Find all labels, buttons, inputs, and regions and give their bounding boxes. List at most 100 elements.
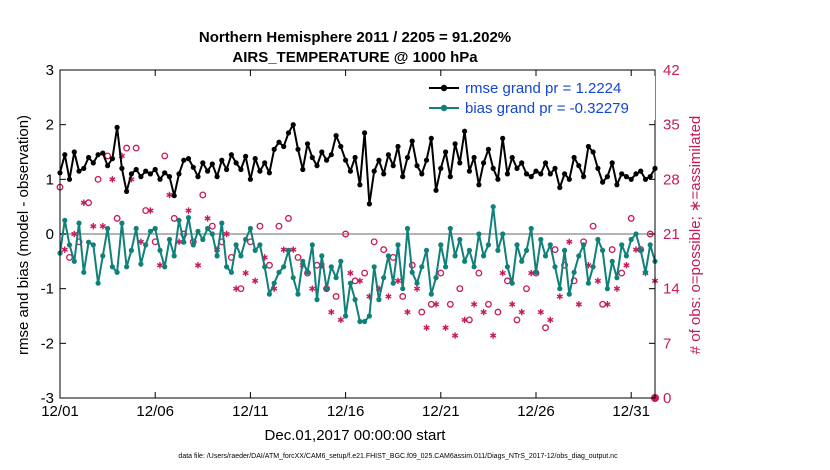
rmse-point xyxy=(114,124,120,130)
bias-point xyxy=(66,242,73,248)
obs-assimilated-marker xyxy=(556,293,563,300)
obs-possible-marker xyxy=(342,230,350,238)
rmse-point xyxy=(628,176,634,182)
x-tick-label: 12/01 xyxy=(41,403,79,420)
rmse-point xyxy=(462,128,468,134)
y-tick-label: -1 xyxy=(41,281,54,298)
bias-point xyxy=(566,291,572,297)
obs-assimilated-marker xyxy=(509,301,516,308)
rmse-point xyxy=(547,171,553,177)
obs-assimilated-marker xyxy=(461,316,468,324)
rmse-point xyxy=(276,139,282,145)
obs-possible-marker xyxy=(427,300,435,308)
obs-assimilated-marker xyxy=(71,230,78,238)
rmse-point xyxy=(304,141,311,147)
obs-assimilated-marker xyxy=(309,285,316,292)
rmse-point xyxy=(519,160,525,166)
rmse-point xyxy=(281,143,287,150)
obs-assimilated-marker xyxy=(252,277,259,285)
rmse-point xyxy=(633,171,639,177)
bias-point xyxy=(366,313,372,319)
rmse-point xyxy=(243,153,249,159)
obs-possible-marker xyxy=(418,308,426,316)
bias-point xyxy=(181,239,187,245)
bias-point xyxy=(343,313,349,319)
bias-point xyxy=(152,225,158,232)
bias-point xyxy=(157,247,163,253)
rmse-point xyxy=(390,163,396,169)
obs-assimilated-marker xyxy=(613,285,621,292)
bias-point xyxy=(623,253,630,259)
bias-point xyxy=(576,253,582,259)
rmse-point xyxy=(476,182,482,188)
rmse-point xyxy=(481,160,487,166)
obs-possible-marker xyxy=(484,300,492,308)
bias-point xyxy=(357,318,363,325)
rmse-point xyxy=(314,163,320,169)
x-tick-label: 12/11 xyxy=(232,403,268,420)
bias-point xyxy=(86,239,92,245)
bias-point xyxy=(462,258,468,264)
rmse-point xyxy=(471,154,477,161)
rmse-point xyxy=(176,171,182,177)
obs-possible-marker xyxy=(294,253,302,261)
rmse-point xyxy=(190,164,196,170)
rmse-point xyxy=(105,163,111,169)
rmse-point xyxy=(638,168,644,174)
rmse-point xyxy=(252,156,258,162)
obs-possible-marker xyxy=(275,222,283,230)
obs-possible-marker xyxy=(199,191,207,199)
obs-possible-marker xyxy=(361,269,369,277)
rmse-point xyxy=(604,174,611,180)
rmse-point xyxy=(485,146,491,152)
obs-assimilated-marker xyxy=(394,277,402,285)
obs-possible-marker xyxy=(523,285,530,293)
bias-point xyxy=(295,291,301,297)
rmse-point xyxy=(343,157,349,163)
bias-point xyxy=(423,247,430,253)
y2-tick-label: 0 xyxy=(663,390,671,407)
obs-assimilated-marker xyxy=(604,301,611,308)
bias-point xyxy=(619,242,625,248)
bias-point xyxy=(538,236,544,243)
bias-point xyxy=(352,297,358,303)
rmse-point xyxy=(90,160,96,166)
rmse-point xyxy=(357,182,363,188)
rmse-point xyxy=(247,176,253,182)
x-tick-label: 12/06 xyxy=(136,403,174,420)
rmse-point xyxy=(362,130,368,136)
rmse-point xyxy=(166,174,173,180)
bias-point xyxy=(114,269,120,275)
obs-assimilated-marker xyxy=(594,277,602,285)
bias-point xyxy=(433,275,439,281)
bias-point xyxy=(228,269,234,275)
obs-assimilated-marker xyxy=(185,207,192,214)
bias-point xyxy=(514,242,520,248)
obs-assimilated-marker xyxy=(413,285,421,292)
obs-assimilated-marker xyxy=(99,222,106,230)
bias-point xyxy=(642,269,649,275)
rmse-point xyxy=(409,138,415,144)
bias-point xyxy=(81,269,87,275)
obs-assimilated-marker xyxy=(632,246,640,253)
bias-point xyxy=(128,247,134,253)
obs-possible-marker xyxy=(542,324,549,332)
rmse-point xyxy=(438,165,444,171)
x-tick-label: 12/16 xyxy=(327,403,365,420)
bias-point xyxy=(385,253,391,259)
rmse-point xyxy=(157,176,163,182)
rmse-point xyxy=(324,157,330,163)
bias-point xyxy=(233,242,239,248)
bias-point xyxy=(319,253,325,259)
bias-point xyxy=(171,253,177,259)
obs-possible-marker xyxy=(589,222,597,230)
obs-assimilated-marker xyxy=(156,262,164,269)
rmse-point xyxy=(109,156,115,162)
rmse-point xyxy=(457,160,463,166)
bias-point xyxy=(452,253,458,259)
obs-assimilated-marker xyxy=(528,269,535,277)
rmse-point xyxy=(533,168,539,174)
obs-possible-marker xyxy=(170,214,178,222)
rmse-point xyxy=(538,171,544,177)
bias-point xyxy=(447,225,453,232)
